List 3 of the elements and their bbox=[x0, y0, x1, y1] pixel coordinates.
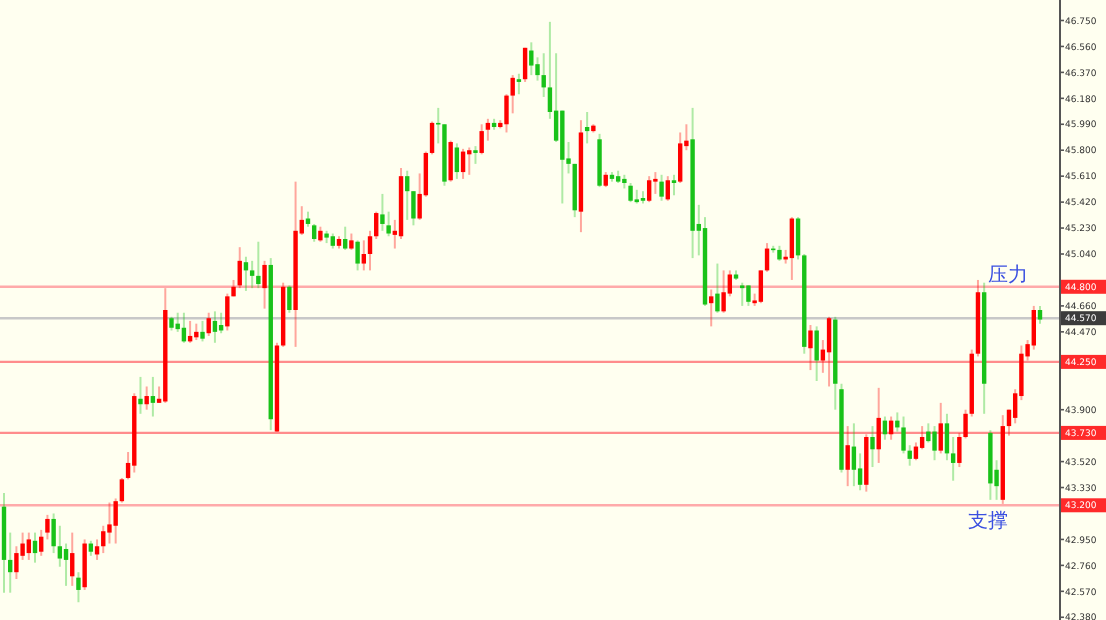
annotation: 压力 bbox=[988, 262, 1028, 287]
candlestick bbox=[758, 269, 764, 305]
annotation: 支撑 bbox=[968, 509, 1008, 534]
